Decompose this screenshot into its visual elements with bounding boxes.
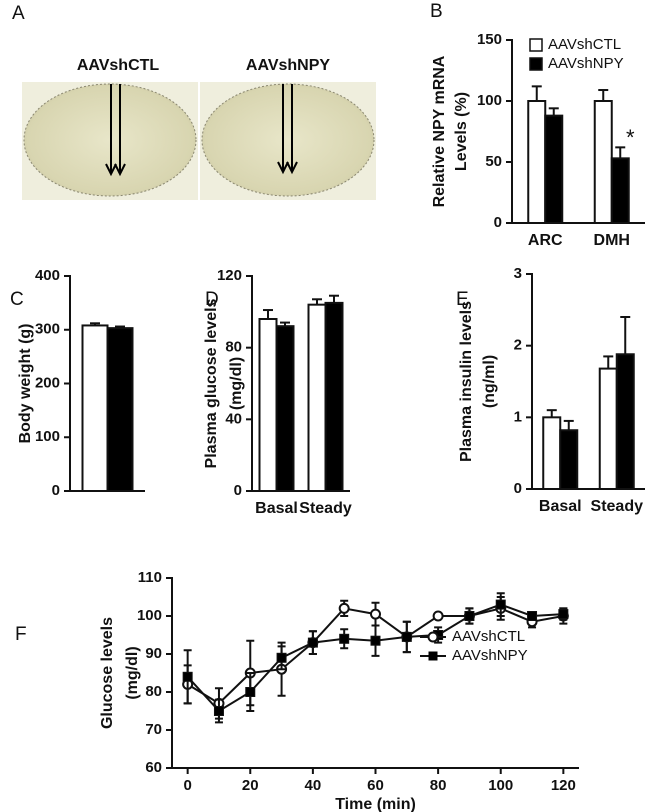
x-tick-label: 0 — [183, 777, 191, 794]
y-tick-label: 80 — [145, 683, 162, 700]
point — [558, 609, 569, 620]
x-tick-label: Basal — [255, 500, 298, 517]
legend-label: AAVshCTL — [452, 628, 525, 645]
y-tick-label: 80 — [225, 339, 242, 356]
y-tick-label: 2 — [514, 337, 522, 354]
bar — [559, 429, 579, 491]
y-tick-label: 120 — [217, 267, 242, 284]
y-tick-label: 100 — [35, 428, 60, 445]
legend-label: AAVshNPY — [548, 55, 624, 72]
bar — [307, 303, 327, 492]
y-tick-label: 0 — [494, 214, 502, 231]
x-tick-label: Basal — [539, 498, 582, 515]
x-tick-label: ARC — [528, 232, 563, 249]
y-axis-label: Levels (%) — [453, 92, 470, 171]
y-tick-label: 100 — [137, 607, 162, 624]
y-tick-label: 50 — [485, 153, 502, 170]
x-tick-label: 80 — [430, 777, 447, 794]
panel-label: B — [430, 1, 443, 22]
panel-label: F — [15, 624, 27, 645]
y-tick-label: 100 — [477, 92, 502, 109]
y-tick-label: 90 — [145, 645, 162, 662]
y-axis-label: Plasma glucose levels — [203, 298, 220, 468]
y-axis-label: (mg/dl) — [228, 357, 245, 410]
y-tick-label: 110 — [138, 569, 162, 586]
point — [495, 599, 506, 610]
panel-label: A — [12, 3, 25, 24]
legend-swatch — [529, 57, 543, 71]
bar — [544, 114, 564, 224]
x-tick-label: DMH — [594, 232, 630, 249]
y-tick-label: 0 — [52, 482, 60, 499]
y-axis-label: Relative NPY mRNA — [431, 55, 448, 207]
point — [307, 637, 318, 648]
point — [527, 611, 538, 621]
legend-marker — [428, 651, 438, 661]
point — [401, 631, 412, 642]
x-tick-label: 60 — [367, 777, 384, 794]
legend-label: AAVshCTL — [548, 36, 621, 53]
image-label: AAVshNPY — [246, 57, 330, 74]
y-tick-label: 3 — [514, 265, 522, 282]
y-tick-label: 0 — [514, 480, 522, 497]
point — [464, 611, 475, 621]
x-tick-label: 120 — [551, 777, 576, 794]
bar — [275, 325, 295, 492]
bar — [527, 100, 547, 224]
annotation: * — [626, 125, 635, 150]
y-tick-label: 40 — [225, 410, 242, 427]
arrows — [105, 84, 298, 177]
x-tick-label: Steady — [299, 500, 352, 517]
point — [182, 671, 193, 682]
image-label: AAVshCTL — [77, 57, 160, 74]
y-tick-label: 60 — [145, 759, 162, 776]
point — [245, 687, 256, 697]
x-tick-label: 100 — [488, 777, 513, 794]
bar — [610, 157, 630, 224]
bar — [81, 324, 109, 493]
y-tick-label: 150 — [477, 31, 502, 48]
panel-label: C — [10, 289, 24, 310]
point — [339, 633, 350, 644]
y-tick-label: 400 — [35, 267, 60, 284]
y-axis-label: (mg/dl) — [124, 646, 141, 699]
bar — [258, 318, 278, 492]
bar — [106, 327, 134, 493]
point — [276, 652, 287, 663]
y-tick-label: 0 — [234, 482, 242, 499]
brain-section — [201, 83, 375, 197]
y-tick-label: 1 — [514, 408, 522, 425]
y-tick-label: 300 — [35, 321, 60, 338]
y-tick-label: 200 — [35, 374, 60, 391]
x-tick-label: 40 — [305, 777, 322, 794]
bar — [615, 353, 635, 490]
legend-swatch — [529, 38, 543, 52]
point — [213, 706, 224, 716]
x-axis-label: Time (min) — [335, 796, 416, 812]
bar — [598, 367, 618, 491]
point — [432, 610, 444, 622]
point — [370, 635, 381, 646]
y-axis-label: Glucose levels — [99, 617, 116, 729]
x-tick-label: Steady — [591, 498, 644, 515]
y-tick-label: 70 — [145, 721, 162, 738]
bar — [593, 100, 613, 224]
y-axis-label: Plasma insulin levels — [458, 301, 475, 462]
point — [338, 602, 350, 614]
point — [370, 608, 381, 620]
bar — [324, 301, 344, 492]
panel-label: E — [456, 289, 469, 310]
legend-label: AAVshNPY — [452, 647, 528, 664]
panel-label: D — [205, 289, 219, 310]
legend-marker — [427, 631, 439, 643]
y-axis-label: Body weight (g) — [17, 324, 34, 444]
y-axis-label: (ng/ml) — [481, 355, 498, 408]
bar — [542, 416, 562, 491]
x-tick-label: 20 — [242, 777, 259, 794]
